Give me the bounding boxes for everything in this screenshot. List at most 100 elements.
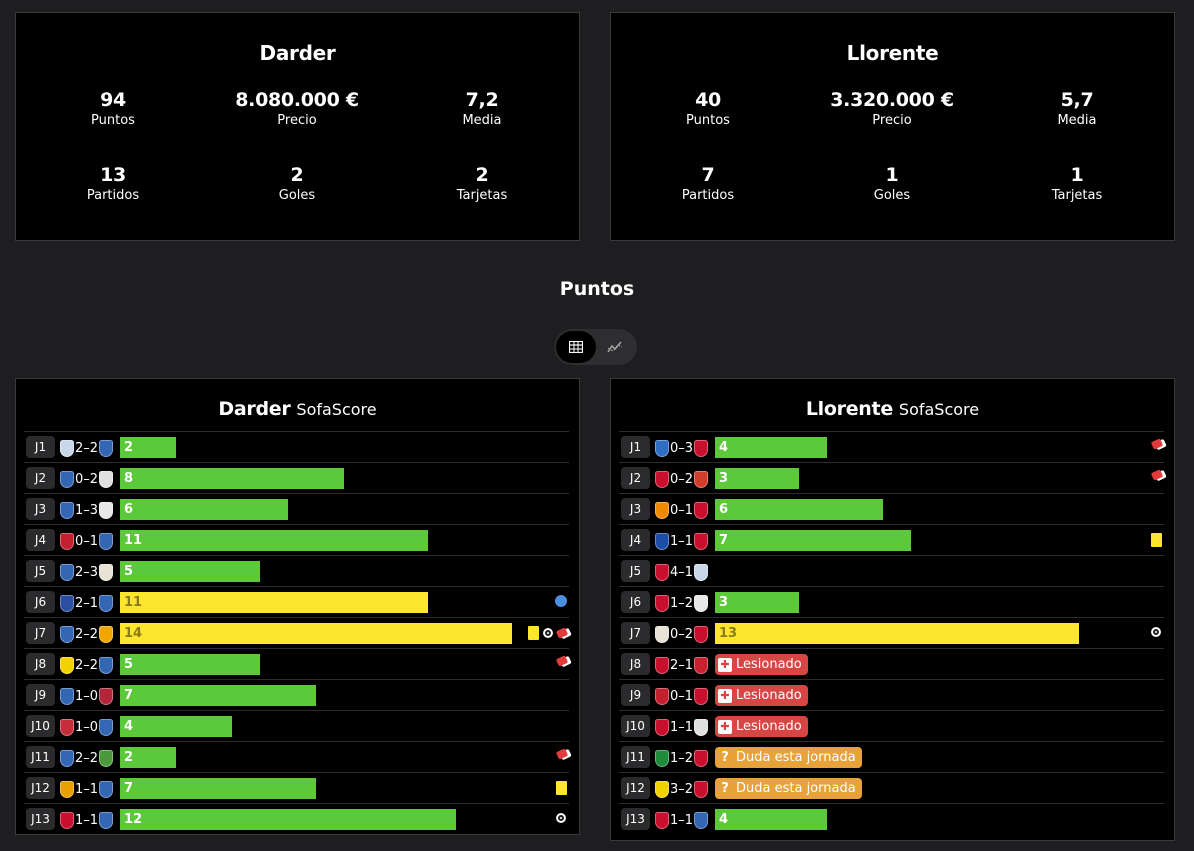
match-result: 2–2 xyxy=(60,748,114,768)
round-badge: J9 xyxy=(26,684,55,706)
match-score: 2–1 xyxy=(75,595,99,611)
round-row: J2 0–2 3 xyxy=(619,462,1164,493)
round-row: J8 2–1 ✚ Lesionado xyxy=(619,648,1164,679)
match-events xyxy=(556,781,567,795)
player-name: Darder xyxy=(218,398,291,420)
round-row: J8 2–2 5 xyxy=(24,648,569,679)
round-row: J12 3–2? Duda esta jornada xyxy=(619,772,1164,803)
sub-in-icon xyxy=(555,595,567,607)
away-team-crest-icon xyxy=(694,563,709,581)
round-badge: J6 xyxy=(26,591,55,613)
round-row: J7 2–2 14 xyxy=(24,617,569,648)
match-events xyxy=(528,626,569,640)
away-team-crest-icon xyxy=(694,470,709,488)
table-view-button[interactable] xyxy=(556,331,596,363)
points-bar: 3 xyxy=(715,468,799,489)
points-bar: 11 xyxy=(120,592,428,613)
round-badge: J10 xyxy=(621,715,650,737)
stat-goles: 2 Goles xyxy=(202,164,392,203)
match-result: 2–2 xyxy=(60,655,114,675)
stat-media: 5,7 Media xyxy=(982,89,1172,128)
stat-label: Goles xyxy=(873,188,911,203)
match-result: 1–1 xyxy=(60,810,114,830)
source-label: SofaScore xyxy=(296,400,377,419)
stat-partidos: 13 Partidos xyxy=(18,164,208,203)
match-events xyxy=(1151,533,1162,547)
match-events xyxy=(1150,626,1162,638)
red-boot-icon xyxy=(555,748,569,760)
round-row: J7 0–2 13 xyxy=(619,617,1164,648)
away-team-crest-icon xyxy=(99,625,114,643)
round-row: J1 0–3 4 xyxy=(619,431,1164,462)
round-row: J9 0–1 ✚ Lesionado xyxy=(619,679,1164,710)
away-team-crest-icon xyxy=(99,470,114,488)
chart-view-button[interactable] xyxy=(595,331,635,363)
round-row: J5 4–1 xyxy=(619,555,1164,586)
stat-label: Precio xyxy=(872,113,912,128)
home-team-crest-icon xyxy=(60,439,74,457)
away-team-crest-icon xyxy=(694,501,709,519)
match-result: 1–1 xyxy=(655,810,709,830)
away-team-crest-icon xyxy=(694,811,709,829)
match-result: 4–1 xyxy=(655,562,709,582)
match-score: 1–2 xyxy=(670,595,694,611)
match-events xyxy=(1150,469,1164,481)
home-team-crest-icon xyxy=(60,718,74,736)
match-result: 2–1 xyxy=(655,655,709,675)
round-badge: J2 xyxy=(26,467,55,489)
home-team-crest-icon xyxy=(655,501,669,519)
away-team-crest-icon xyxy=(99,563,114,581)
match-score: 0–2 xyxy=(75,471,99,487)
ball-icon xyxy=(555,812,567,824)
home-team-crest-icon xyxy=(60,780,74,798)
match-score: 0–1 xyxy=(75,533,99,549)
points-bar: 7 xyxy=(120,778,316,799)
injury-badge: ✚ Lesionado xyxy=(715,685,808,706)
round-badge: J5 xyxy=(26,560,55,582)
match-result: 1–1 xyxy=(655,717,709,737)
stat-puntos: 40 Puntos xyxy=(613,89,803,128)
match-score: 3–2 xyxy=(670,781,694,797)
match-result: 1–0 xyxy=(60,717,114,737)
home-team-crest-icon xyxy=(60,749,74,767)
round-badge: J11 xyxy=(26,746,55,768)
home-team-crest-icon xyxy=(60,470,74,488)
player-summary-card-right: Llorente 40 Puntos 3.320.000 € Precio 5,7 Med… xyxy=(610,12,1175,241)
match-score: 0–2 xyxy=(670,626,694,642)
status-label: Duda esta jornada xyxy=(736,781,856,796)
match-result: 2–1 xyxy=(60,593,114,613)
section-title: Puntos xyxy=(559,278,635,300)
match-score: 2–2 xyxy=(75,626,99,642)
away-team-crest-icon xyxy=(694,656,709,674)
points-list: J1 2–2 2 J2 0–2 8 J3 1–3 6 J4 0–1 11 J5 2–3 5 J6 2–1 11 J7… xyxy=(24,431,569,834)
match-events xyxy=(1150,438,1164,450)
stat-media: 7,2 Media xyxy=(387,89,577,128)
match-score: 1–3 xyxy=(75,502,99,518)
round-badge: J7 xyxy=(26,622,55,644)
round-row: J13 1–1 12 xyxy=(24,803,569,834)
stat-label: Partidos xyxy=(86,188,140,203)
match-score: 1–0 xyxy=(75,688,99,704)
match-score: 4–1 xyxy=(670,564,694,580)
red-boot-icon xyxy=(555,655,569,667)
points-card-right: Llorente SofaScore J1 0–3 4 J2 0–2 3 J3 0–1 6 J4 1–… xyxy=(610,378,1175,841)
stat-value: 3.320.000 € xyxy=(830,89,954,111)
injury-badge: ✚ Lesionado xyxy=(715,654,808,675)
match-result: 0–1 xyxy=(60,531,114,551)
red-boot-icon xyxy=(1150,469,1164,481)
away-team-crest-icon xyxy=(99,718,114,736)
match-score: 2–2 xyxy=(75,657,99,673)
ball-icon xyxy=(542,627,554,639)
round-row: J10 1–0 4 xyxy=(24,710,569,741)
stat-label: Media xyxy=(1057,113,1097,128)
home-team-crest-icon xyxy=(60,656,74,674)
away-team-crest-icon xyxy=(99,594,114,612)
match-events xyxy=(555,748,569,760)
red-boot-icon xyxy=(555,627,569,639)
round-badge: J13 xyxy=(26,808,55,830)
stat-value: 8.080.000 € xyxy=(235,89,359,111)
round-row: J6 2–1 11 xyxy=(24,586,569,617)
match-result: 0–2 xyxy=(655,469,709,489)
round-row: J9 1–0 7 xyxy=(24,679,569,710)
stat-label: Partidos xyxy=(681,188,735,203)
